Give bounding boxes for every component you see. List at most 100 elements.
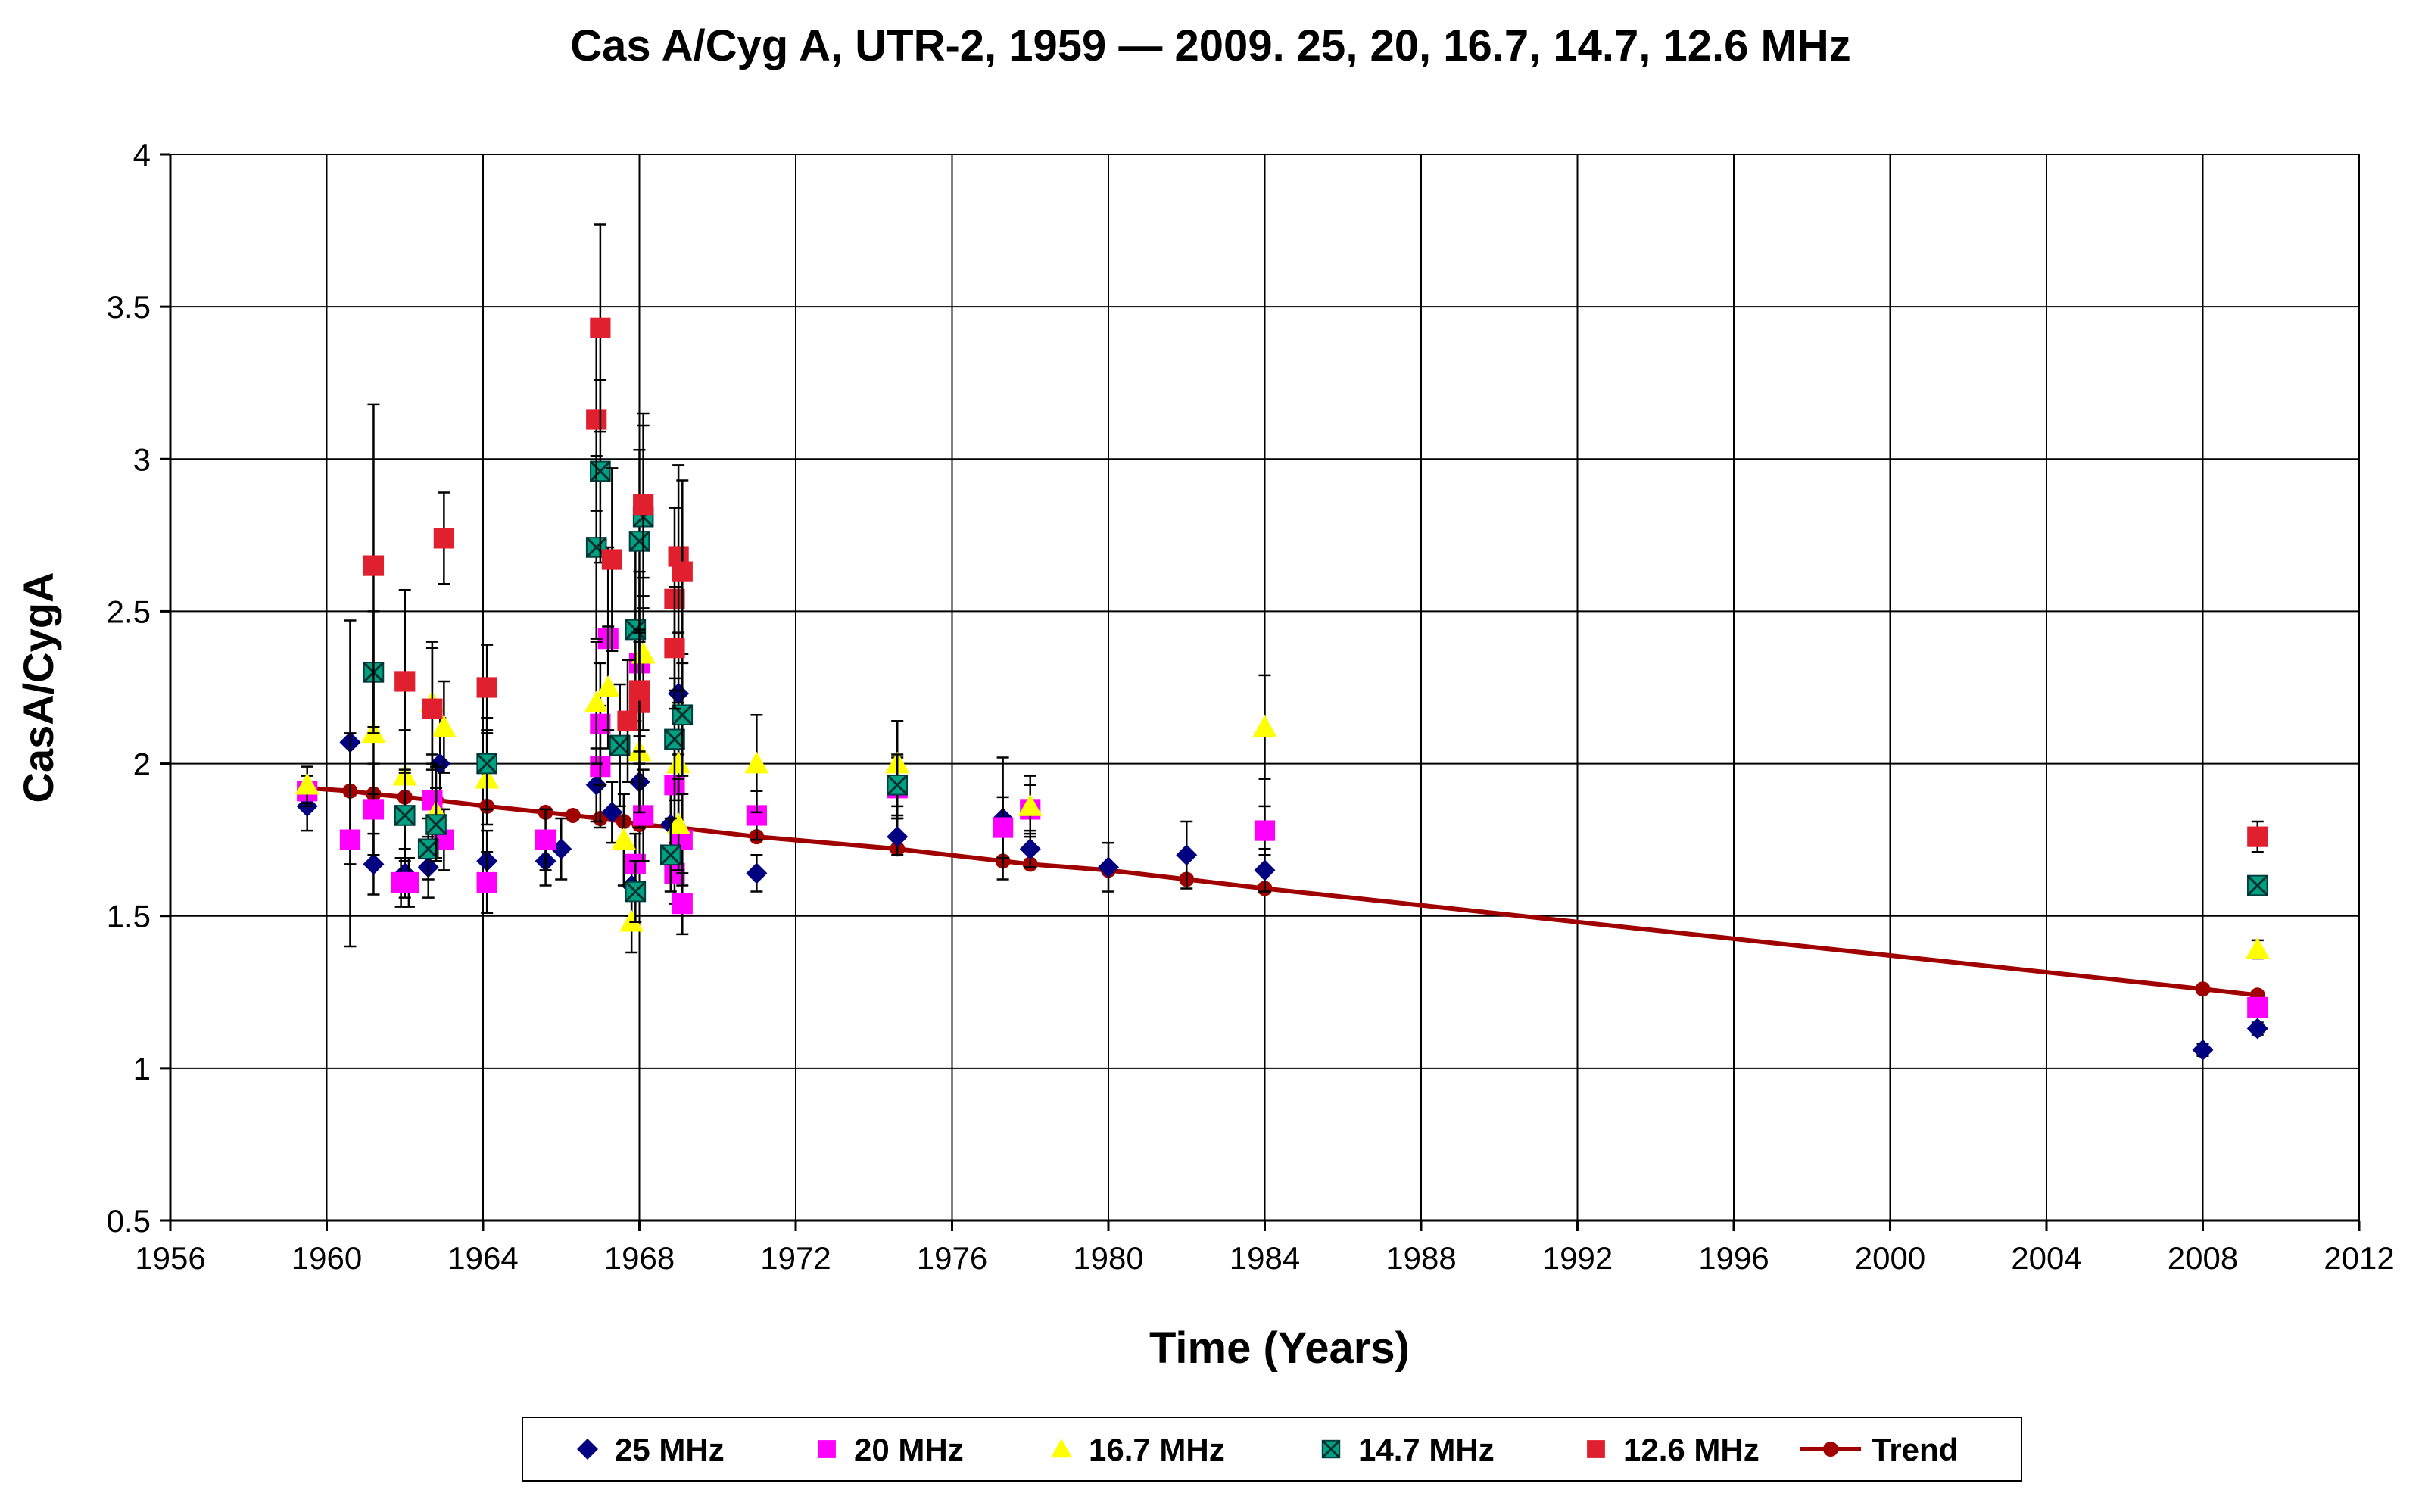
data-point: [433, 528, 454, 549]
legend-marker: [1051, 1439, 1072, 1458]
data-point: [295, 772, 320, 795]
y-tick-label: 1: [133, 1051, 151, 1086]
marker-cross: [394, 805, 416, 826]
data-point: [584, 691, 609, 712]
data-point: [394, 671, 416, 692]
legend-label: Trend: [1872, 1432, 1958, 1467]
chart-title: Cas A/Cyg A, UTR-2, 1959 — 2009. 25, 20,…: [570, 21, 1850, 70]
marker-cross: [625, 881, 647, 903]
marker-cross: [425, 814, 447, 835]
data-point: [476, 677, 497, 698]
data-point: [1176, 844, 1198, 866]
data-point: [617, 710, 638, 731]
series-12-6-mhz: [363, 223, 2268, 853]
marker-cross: [887, 774, 909, 796]
data-point: [633, 494, 654, 516]
data-point: [659, 844, 681, 866]
data-point: [398, 871, 419, 893]
data-point: [746, 862, 768, 884]
data-point: [631, 641, 656, 664]
data-point: [590, 317, 611, 338]
data-point: [2247, 826, 2268, 847]
y-tick-label: 3.5: [107, 289, 151, 325]
legend-item: 14.7 MHz: [1321, 1432, 1495, 1467]
legend-item: 16.7 MHz: [1051, 1432, 1225, 1467]
trend-point: [2195, 981, 2211, 997]
data-point: [2247, 996, 2268, 1018]
data-point: [887, 826, 909, 848]
data-point: [535, 829, 556, 850]
legend-label: 12.6 MHz: [1623, 1432, 1760, 1467]
y-tick-label: 1.5: [107, 899, 151, 934]
marker-cross: [590, 460, 611, 482]
data-point: [672, 561, 693, 582]
data-point: [2246, 1018, 2268, 1040]
data-points: [295, 223, 2270, 1061]
data-point: [422, 698, 443, 719]
legend-label: 25 MHz: [615, 1432, 725, 1467]
data-point: [633, 805, 654, 826]
x-tick-label: 1976: [917, 1240, 987, 1276]
legend-item: Trend: [1800, 1432, 1958, 1467]
data-point: [586, 409, 607, 430]
data-point: [668, 683, 690, 705]
data-point: [887, 774, 909, 796]
data-point: [628, 680, 650, 701]
marker-cross: [672, 704, 694, 726]
marker-cross: [1321, 1439, 1341, 1459]
x-tick-labels: 1956 1960 1964 1968 1972 1976 1980 1984 1988 1992…: [135, 1221, 2395, 1276]
y-tick-labels: 0.5 1 1.5 2 2.5 3 3.5 4: [107, 137, 170, 1239]
data-point: [628, 531, 650, 552]
marker-cross: [659, 844, 681, 866]
legend-label: 20 MHz: [854, 1432, 964, 1467]
x-axis-label: Time (Years): [1149, 1323, 1410, 1373]
x-tick-label: 2004: [2011, 1240, 2081, 1276]
legend-marker: [577, 1439, 598, 1460]
x-tick-label: 1968: [604, 1240, 675, 1276]
data-point: [664, 728, 685, 750]
data-point: [550, 838, 572, 860]
data-point: [476, 753, 498, 775]
data-point: [666, 751, 691, 774]
x-tick-label: 1960: [291, 1240, 362, 1276]
data-point: [609, 734, 631, 756]
data-point: [1254, 820, 1276, 841]
data-point: [993, 817, 1014, 838]
legend-label: 14.7 MHz: [1358, 1432, 1495, 1467]
data-point: [590, 460, 611, 482]
data-point: [596, 675, 621, 697]
x-tick-label: 1996: [1698, 1240, 1769, 1276]
data-point: [339, 829, 361, 850]
x-tick-label: 2008: [2168, 1240, 2238, 1276]
data-point: [363, 853, 385, 875]
data-point: [1098, 856, 1119, 878]
x-tick-label: 1988: [1386, 1240, 1456, 1276]
trend-point: [565, 807, 581, 823]
y-tick-label: 4: [133, 137, 151, 173]
x-tick-label: 2012: [2324, 1240, 2394, 1276]
data-point: [417, 838, 439, 860]
legend: 25 MHz 20 MHz 16.7 MHz 14.7 MHz 12.6 MHz Tren…: [522, 1417, 2022, 1482]
y-tick-label: 2.5: [107, 594, 151, 629]
marker-cross: [417, 838, 439, 860]
data-point: [432, 715, 457, 737]
x-tick-label: 1984: [1230, 1240, 1300, 1276]
data-point: [425, 814, 447, 835]
data-point: [1018, 793, 1043, 816]
data-point: [672, 704, 694, 726]
data-point: [611, 828, 636, 850]
legend-marker: [1321, 1439, 1341, 1459]
x-tick-label: 1964: [447, 1240, 518, 1276]
marker-cross: [2246, 874, 2268, 896]
data-point: [1254, 859, 1276, 881]
x-tick-label: 1980: [1073, 1240, 1143, 1276]
legend-marker: [818, 1440, 836, 1458]
data-point: [2246, 874, 2268, 896]
data-point: [666, 812, 691, 834]
x-tick-label: 2000: [1855, 1240, 1925, 1276]
data-point: [1019, 838, 1041, 860]
data-point: [363, 555, 385, 576]
data-point: [619, 909, 644, 932]
legend-trend-marker: [1823, 1442, 1838, 1457]
